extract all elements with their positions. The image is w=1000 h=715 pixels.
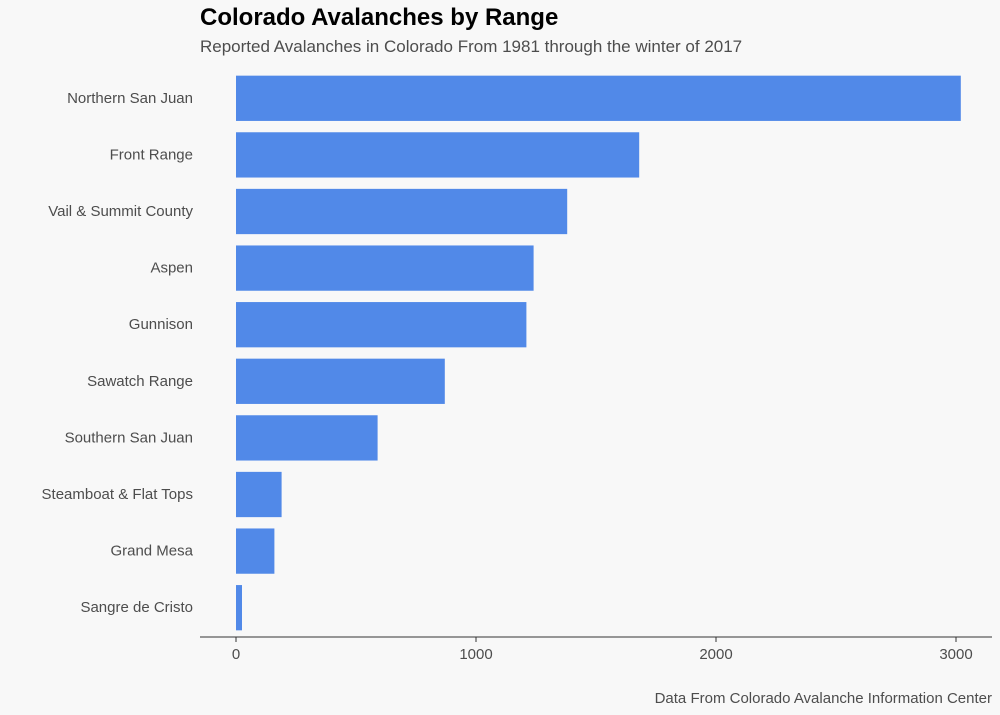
category-label: Sawatch Range [87,373,193,390]
bar [236,132,640,178]
x-tick-label: 1000 [459,646,492,663]
category-label: Vail & Summit County [48,203,193,220]
x-tick-label: 3000 [939,646,972,663]
x-tick-label: 2000 [699,646,732,663]
category-label: Southern San Juan [65,429,193,446]
chart-caption: Data From Colorado Avalanche Information… [654,690,992,707]
category-label: Grand Mesa [110,543,193,560]
bar [236,358,445,404]
x-tick-label: 0 [232,646,240,663]
category-label: Front Range [110,146,193,163]
bar [236,302,527,348]
bar [236,471,282,518]
bar [236,75,961,121]
category-label: Aspen [150,260,193,277]
chart-subtitle: Reported Avalanches in Colorado From 198… [200,37,743,56]
bar [236,585,242,631]
chart-title: Colorado Avalanches by Range [200,4,559,31]
bar [236,415,378,461]
category-label: Sangre de Cristo [80,599,193,616]
category-label: Steamboat & Flat Tops [42,486,193,503]
category-label: Northern San Juan [67,90,193,107]
bar [236,188,568,235]
bar [236,528,275,574]
category-label: Gunnison [129,316,193,333]
bar [236,245,534,291]
